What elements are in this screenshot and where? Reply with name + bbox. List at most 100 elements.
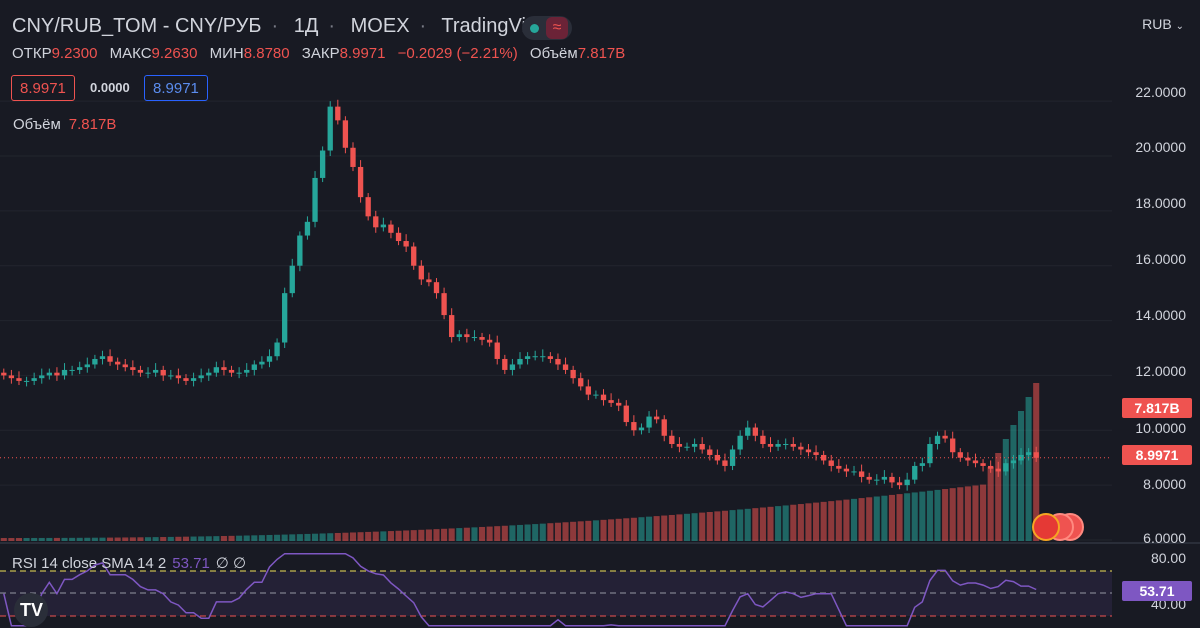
volume-bar <box>471 527 478 541</box>
market-status-pill[interactable]: ≈ <box>522 16 572 40</box>
candle-body <box>449 315 455 338</box>
volume-bar <box>813 502 820 541</box>
spread-value: 0.0000 <box>90 80 130 95</box>
volume-bar <box>600 519 607 541</box>
candle-body <box>934 435 941 444</box>
volume-bar <box>805 503 812 541</box>
candle-body <box>585 386 591 395</box>
candle-body <box>494 342 500 359</box>
candle-body <box>31 378 37 381</box>
volume-bar <box>835 500 842 541</box>
candle-body <box>486 339 493 343</box>
candle-body <box>555 358 561 365</box>
candle-body <box>540 356 546 358</box>
volume-bar <box>577 521 584 541</box>
candle-body <box>547 356 554 359</box>
volume-bar <box>84 537 91 541</box>
volume-bar <box>327 533 334 541</box>
close-value: 8.9971 <box>339 45 386 62</box>
candle-body <box>722 460 728 466</box>
sell-price-box[interactable]: 8.9971 <box>11 75 75 101</box>
volume-bar <box>630 517 637 541</box>
candle-body <box>843 468 850 472</box>
last-price-tag: 8.9971 <box>1122 445 1192 465</box>
candle-body <box>912 465 918 480</box>
chevron-down-icon: ⌄ <box>1175 21 1184 32</box>
price-axis-label: 14.0000 <box>1135 307 1186 323</box>
candle-body <box>866 476 872 480</box>
candle-body <box>889 476 895 483</box>
volume-bar <box>53 537 60 541</box>
volume-bar <box>357 532 364 541</box>
candle-body <box>259 361 265 365</box>
volume-bar <box>980 484 987 541</box>
volume-bar <box>585 520 592 541</box>
candle-body <box>266 356 273 362</box>
candle-body <box>228 369 235 373</box>
volume-bar <box>699 512 706 541</box>
delayed-data-icon[interactable]: ≈ <box>546 17 568 39</box>
volume-bar <box>501 525 508 541</box>
candle-body <box>8 375 15 379</box>
volume-bar <box>266 534 273 541</box>
candle-body <box>707 449 713 455</box>
volume-bar <box>61 537 68 541</box>
volume-bar <box>744 508 751 541</box>
candle-body <box>297 235 303 266</box>
currency-selector[interactable]: RUB ⌄ <box>1142 16 1184 32</box>
volume-bar <box>646 516 653 541</box>
volume-bar <box>312 533 319 541</box>
volume-bar <box>342 532 349 541</box>
candle-body <box>760 435 766 444</box>
china-flag-icon[interactable] <box>1032 513 1060 541</box>
volume-bar <box>258 535 265 541</box>
volume-bar <box>623 518 630 541</box>
volume-bar <box>243 535 250 541</box>
candle-body <box>319 150 326 178</box>
candle-body <box>433 282 440 294</box>
candle-body <box>441 293 447 316</box>
volume-bar <box>486 526 493 541</box>
tradingview-logo[interactable]: TV <box>14 593 48 627</box>
candle-body <box>388 224 394 233</box>
candle-body <box>524 356 531 359</box>
candle-body <box>828 460 834 466</box>
volume-bar <box>570 521 577 541</box>
candle-body <box>980 463 986 466</box>
candle-body <box>168 375 174 377</box>
candle-body <box>357 166 364 198</box>
candle-body <box>972 460 979 464</box>
buy-price-box[interactable]: 8.9971 <box>144 75 208 101</box>
volume-bar <box>942 489 949 541</box>
candle-body <box>881 476 888 480</box>
symbol-name[interactable]: CNY/RUB_TOM - CNY/РУБ <box>12 15 262 37</box>
price-axis-label: 18.0000 <box>1135 195 1186 211</box>
open-label: ОТКР <box>12 45 52 62</box>
candle-body <box>39 375 45 379</box>
volume-bar <box>425 529 432 541</box>
volume-bar <box>274 534 281 541</box>
candle-body <box>965 457 971 461</box>
volume-bar <box>205 536 212 541</box>
chart-title[interactable]: CNY/RUB_TOM - CNY/РУБ · 1Д · MOEX · Trading… <box>12 15 561 38</box>
candle-body <box>213 367 220 373</box>
candle-body <box>411 246 417 266</box>
volume-bar <box>737 509 744 541</box>
volume-bar <box>911 492 918 541</box>
volume-bar <box>319 533 326 541</box>
rsi-legend[interactable]: RSI 14 close SMA 14 2 53.71 ∅ ∅ <box>12 554 246 572</box>
volume-legend-label: Объём <box>13 116 61 133</box>
candle-body <box>373 216 379 228</box>
volume-bar <box>122 537 129 541</box>
candle-body <box>623 405 629 423</box>
candle-body <box>600 394 607 401</box>
candle-body <box>745 427 751 436</box>
candle-body <box>783 444 789 445</box>
volume-bar <box>236 535 243 541</box>
candle-body <box>874 479 880 481</box>
volume-legend[interactable]: Объём 7.817B <box>13 116 116 133</box>
interval[interactable]: 1Д <box>293 15 319 37</box>
volume-bar <box>608 519 615 541</box>
volume-bar <box>638 517 645 541</box>
